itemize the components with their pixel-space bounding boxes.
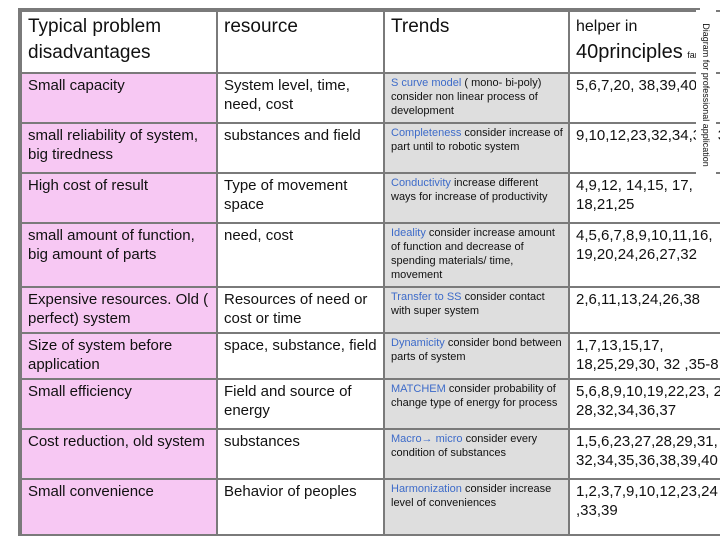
trend-description: consider contact with super system — [391, 291, 545, 317]
resource-cell: Field and source of energy — [216, 378, 385, 430]
resource-cell: need, cost — [216, 222, 385, 288]
trend-keyword: Transfer to SS — [391, 291, 462, 303]
trend-keyword: Completeness — [391, 127, 462, 139]
trend-cell: S curve model ( mono- bi-poly) consider … — [383, 72, 570, 124]
problem-cell: Size of system before application — [20, 332, 218, 380]
trend-cell: Harmonization consider increase level of… — [383, 478, 570, 536]
trend-keyword: MATCHEM — [391, 383, 446, 395]
principles-cell: 4,5,6,7,8,9,10,11,16, 19,20,24,26,27,32 — [568, 222, 720, 288]
problem-cell: small reliability of system, big tiredne… — [20, 122, 218, 174]
principles-cell: 2,6,11,13,24,26,38 — [568, 286, 720, 334]
table-row: small amount of function, big amount of … — [20, 222, 720, 288]
trend-description: consider every condition of substances — [391, 433, 538, 459]
trend-keyword: Ideality — [391, 227, 426, 239]
principles-cell: 5,6,7,20, 38,39,40 — [568, 72, 720, 124]
table-row: Small capacity System level, time, need, … — [20, 72, 720, 124]
problem-cell: Small efficiency — [20, 378, 218, 430]
table-row: Small efficiency Field and source of ener… — [20, 378, 720, 430]
problem-cell: small amount of function, big amount of … — [20, 222, 218, 288]
resource-cell: space, substance, field — [216, 332, 385, 380]
trend-description: consider probability of change type of e… — [391, 383, 558, 409]
trend-keyword: Macro→ micro — [391, 433, 463, 445]
table-row: Expensive resources. Old ( perfect) syst… — [20, 286, 720, 334]
resource-cell: Behavior of peoples — [216, 478, 385, 536]
trend-keyword: Conductivity — [391, 177, 451, 189]
principles-cell: 9,10,12,23,32,34,37, 38 — [568, 122, 720, 174]
resource-cell: System level, time, need, cost — [216, 72, 385, 124]
trend-cell: Transfer to SS consider contact with sup… — [383, 286, 570, 334]
trend-cell: Dynamicity consider bond between parts o… — [383, 332, 570, 380]
trend-cell: Completeness consider increase of part u… — [383, 122, 570, 174]
problem-cell: Expensive resources. Old ( perfect) syst… — [20, 286, 218, 334]
principles-cell: 1,7,13,15,17, 18,25,29,30, 32 ,35-8 — [568, 332, 720, 380]
resource-cell: Type of movement space — [216, 172, 385, 224]
side-label-box: Diagram for professional application — [696, 10, 716, 180]
side-label: Diagram for professional application — [701, 23, 711, 167]
resource-cell: substances and field — [216, 122, 385, 174]
principles-cell: 1,5,6,23,27,28,29,31, 32,34,35,36,38,39,… — [568, 428, 720, 480]
principles-cell: 5,6,8,9,10,19,22,23, 24, 28,32,34,36,37 — [568, 378, 720, 430]
principles-cell: 1,2,3,7,9,10,12,23,24 ,33,39 — [568, 478, 720, 536]
resource-cell: substances — [216, 428, 385, 480]
trend-description: consider increase level of conveniences — [391, 483, 552, 509]
trend-description: ( mono- bi-poly) consider non linear pro… — [391, 77, 542, 117]
trend-cell: Conductivity increase different ways for… — [383, 172, 570, 224]
principles-cell: 4,9,12, 14,15, 17, 18,21,25 — [568, 172, 720, 224]
header-row: Typical problem disadvantages resource T… — [20, 10, 720, 74]
header-problem: Typical problem disadvantages — [20, 10, 218, 74]
trend-description: consider increase of part until to robot… — [391, 127, 563, 153]
trend-keyword: S curve model — [391, 77, 462, 89]
trend-keyword: Dynamicity — [391, 337, 445, 349]
problem-cell: Small capacity — [20, 72, 218, 124]
trend-cell: Macro→ micro consider every condition of… — [383, 428, 570, 480]
trend-description: consider increase amount of function and… — [391, 227, 555, 281]
header-resource: resource — [216, 10, 385, 74]
table-row: Size of system before application space, … — [20, 332, 720, 380]
problem-cell: High cost of result — [20, 172, 218, 224]
table-row: Small convenience Behavior of peoples Harm… — [20, 478, 720, 536]
trend-keyword: Harmonization — [391, 483, 462, 495]
table-row: Cost reduction, old system substances Macr… — [20, 428, 720, 480]
trends-table: Typical problem disadvantages resource T… — [20, 10, 720, 536]
table-row: small reliability of system, big tiredne… — [20, 122, 720, 174]
trend-cell: MATCHEM consider probability of change t… — [383, 378, 570, 430]
problem-cell: Cost reduction, old system — [20, 428, 218, 480]
trend-cell: Ideality consider increase amount of fun… — [383, 222, 570, 288]
problem-cell: Small convenience — [20, 478, 218, 536]
header-trends: Trends — [383, 10, 570, 74]
header-helper: helper in 40principles family — [568, 10, 720, 74]
table-row: High cost of result Type of movement spac… — [20, 172, 720, 224]
resource-cell: Resources of need or cost or time — [216, 286, 385, 334]
trend-description: increase different ways for increase of … — [391, 177, 548, 203]
trend-description: consider bond between parts of system — [391, 337, 562, 363]
